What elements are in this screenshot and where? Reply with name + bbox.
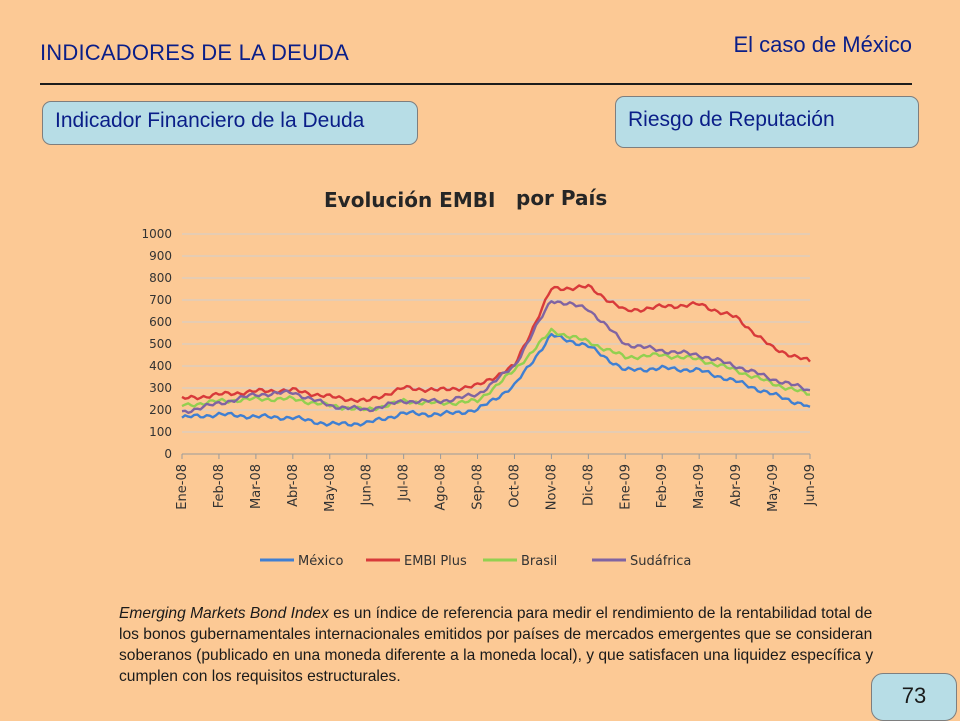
- y-tick-label: 400: [149, 359, 172, 373]
- x-tick-label: Abr-08: [286, 464, 301, 507]
- description-text: es un índice de referencia para medir el…: [119, 605, 874, 685]
- x-tick-label: Oct-08: [507, 464, 522, 508]
- legend-label: Sudáfrica: [630, 554, 691, 569]
- y-tick-label: 700: [149, 293, 172, 307]
- x-tick-label: Dic-08: [581, 464, 596, 506]
- series-line-brasil: [181, 327, 810, 412]
- legend-label: México: [298, 554, 343, 569]
- y-tick-label: 1000: [141, 227, 172, 241]
- description: Emerging Markets Bond Index es un índice…: [119, 603, 879, 687]
- x-tick-label: Sep-08: [471, 464, 486, 510]
- page-number-badge: 73: [871, 673, 957, 721]
- x-tick-label: Ene-08: [175, 464, 190, 510]
- x-tick-label: May-08: [323, 464, 338, 512]
- header-rule: [40, 83, 912, 85]
- x-tick-label: Abr-09: [729, 464, 744, 507]
- y-tick-label: 800: [149, 271, 172, 285]
- x-tick-label: Mar-09: [692, 464, 707, 509]
- y-tick-label: 100: [149, 425, 172, 439]
- series-line-méxico: [181, 332, 811, 427]
- x-tick-label: Feb-09: [655, 464, 670, 508]
- series-line-sudáfrica: [181, 300, 811, 414]
- x-tick-label: Jul-08: [397, 464, 412, 502]
- x-tick-label: Ene-09: [618, 464, 633, 510]
- embi-chart: Evolución EMBI por País 0 100 200 300 400 500 60…: [141, 186, 818, 569]
- y-tick-label: 200: [149, 403, 172, 417]
- x-tick-label: Jun-08: [360, 464, 375, 507]
- case-title: El caso de México: [733, 32, 912, 57]
- section-title: INDICADORES DE LA DEUDA: [40, 40, 350, 65]
- y-tick-label: 300: [149, 381, 172, 395]
- y-tick-label: 500: [149, 337, 172, 351]
- description-lead: Emerging Markets Bond Index: [119, 605, 329, 622]
- x-tick-label: Nov-08: [544, 464, 559, 510]
- x-tick-label: Mar-08: [249, 464, 264, 509]
- x-tick-label: Jun-09: [803, 464, 818, 507]
- x-tick-label: Ago-08: [434, 464, 449, 511]
- legend-label: Brasil: [521, 554, 557, 569]
- reputation-risk-box[interactable]: Riesgo de Reputación: [615, 96, 919, 148]
- legend-label: EMBI Plus: [404, 554, 467, 569]
- y-tick-label: 900: [149, 249, 172, 263]
- y-tick-label: 0: [164, 447, 172, 461]
- x-tick-label: Feb-08: [212, 464, 227, 508]
- x-tick-label: May-09: [766, 464, 781, 512]
- y-tick-label: 600: [149, 315, 172, 329]
- chart-title-main: Evolución EMBI: [324, 188, 495, 212]
- indicator-box[interactable]: Indicador Financiero de la Deuda: [42, 101, 418, 145]
- chart-title-country: por País: [516, 186, 607, 210]
